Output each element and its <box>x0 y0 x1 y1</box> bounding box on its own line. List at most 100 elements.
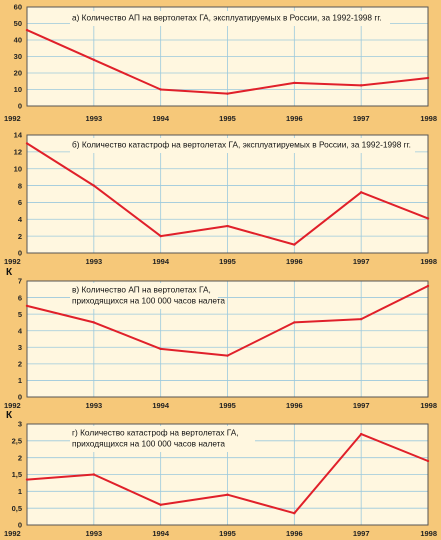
y-tick-label: 0 <box>18 521 22 530</box>
y-tick-label: 1 <box>18 376 22 385</box>
y-axis-label: К <box>6 267 13 278</box>
y-tick-label: 0 <box>18 393 22 402</box>
data-point <box>25 142 29 145</box>
data-point <box>293 512 296 515</box>
x-tick-label: 1992 <box>4 401 21 410</box>
title-background <box>70 11 390 26</box>
y-tick-label: 4 <box>18 215 23 224</box>
data-point <box>92 473 96 476</box>
data-point <box>359 317 363 321</box>
x-tick-label: 1992 <box>4 114 21 123</box>
x-tick-label: 1994 <box>152 401 170 410</box>
data-point <box>159 347 162 351</box>
data-point <box>25 478 29 481</box>
data-point <box>226 92 229 95</box>
y-tick-label: 2 <box>18 360 22 369</box>
data-point <box>25 28 29 32</box>
x-tick-label: 1998 <box>420 257 437 266</box>
data-point <box>226 224 229 228</box>
y-tick-label: 0,5 <box>12 504 22 513</box>
x-tick-label: 1998 <box>420 529 437 538</box>
y-tick-label: 3 <box>18 420 22 429</box>
data-point <box>426 76 430 80</box>
x-tick-label: 1994 <box>152 114 170 123</box>
data-point <box>159 88 162 91</box>
chart-panel: 0 2 4 6 8 10 12 14 1992 1993 1994 1995 1996 1997 1998 б… <box>4 131 437 266</box>
chart-title: в) Количество АП на вертолетах ГА, приход… <box>72 285 225 306</box>
x-tick-label: 1995 <box>219 401 236 410</box>
x-tick-label: 1997 <box>353 257 370 266</box>
chart-panel: 0 1 2 3 4 5 6 7 1992 1993 1994 1995 1996 1997 1998 в) К… <box>4 267 437 410</box>
y-tick-label: 1,5 <box>12 470 22 479</box>
plot-border <box>26 6 429 107</box>
x-tick-label: 1998 <box>420 114 437 123</box>
data-point <box>226 493 229 496</box>
data-point <box>226 354 229 357</box>
y-tick-label: 50 <box>14 19 22 28</box>
x-tick-label: 1998 <box>420 401 437 410</box>
x-tick-label: 1996 <box>286 257 303 266</box>
chart-title: а) Количество АП на вертолетах ГА, экспл… <box>72 13 382 23</box>
y-tick-label: 5 <box>18 310 22 319</box>
x-tick-label: 1996 <box>286 114 303 123</box>
data-point <box>293 243 296 246</box>
x-tick-label: 1996 <box>286 401 303 410</box>
y-tick-label: 20 <box>14 69 22 78</box>
data-point <box>359 432 363 436</box>
y-tick-label: 3 <box>18 343 22 352</box>
y-tick-label: 10 <box>14 164 22 173</box>
x-tick-label: 1994 <box>152 257 170 266</box>
x-tick-label: 1996 <box>286 529 303 538</box>
title-background <box>70 426 255 452</box>
chart-panel: 0 10 20 30 40 50 60 1992 1993 1994 1995 1996 1997 199… <box>4 3 437 123</box>
y-tick-label: 6 <box>18 293 22 302</box>
data-point <box>359 84 363 87</box>
x-tick-label: 1994 <box>152 529 170 538</box>
y-tick-label: 4 <box>18 326 23 335</box>
y-tick-label: 14 <box>14 131 23 140</box>
y-tick-label: 7 <box>18 277 22 286</box>
data-point <box>92 58 96 61</box>
x-tick-label: 1995 <box>219 114 236 123</box>
data-point <box>159 503 162 506</box>
y-tick-label: 0 <box>18 249 22 258</box>
chart-title: г) Количество катастроф на вертолетах ГА… <box>72 428 239 449</box>
data-point <box>426 217 430 220</box>
title-background <box>70 283 218 309</box>
chart-panel: 0 0,5 1 1,5 2 2,5 3 1992 1993 1994 1995 1996 1997 199… <box>4 410 437 538</box>
x-tick-label: 1995 <box>219 257 236 266</box>
data-point <box>92 184 96 187</box>
data-point <box>25 304 29 308</box>
x-tick-label: 1993 <box>85 529 102 538</box>
plot-border <box>26 423 429 526</box>
x-tick-label: 1997 <box>353 529 370 538</box>
x-tick-label: 1997 <box>353 114 370 123</box>
x-tick-label: 1993 <box>85 257 102 266</box>
y-axis-label: К <box>6 410 13 421</box>
y-tick-label: 12 <box>14 148 22 157</box>
x-tick-label: 1993 <box>85 114 102 123</box>
data-point <box>92 321 96 324</box>
y-tick-label: 6 <box>18 198 22 207</box>
y-tick-label: 2,5 <box>12 437 22 446</box>
data-point <box>159 234 162 238</box>
title-background <box>70 138 415 153</box>
x-tick-label: 1993 <box>85 401 102 410</box>
y-tick-label: 8 <box>18 181 22 190</box>
y-tick-label: 60 <box>14 3 22 12</box>
x-tick-label: 1992 <box>4 529 21 538</box>
data-point <box>293 81 296 85</box>
data-point <box>426 284 430 288</box>
x-tick-label: 1997 <box>353 401 370 410</box>
plot-border <box>26 134 429 254</box>
y-tick-label: 1 <box>18 487 22 496</box>
data-point <box>426 459 430 463</box>
data-point <box>293 321 296 324</box>
y-tick-label: 40 <box>14 36 22 45</box>
data-point <box>359 191 363 194</box>
y-tick-label: 2 <box>18 453 22 462</box>
y-tick-label: 0 <box>18 102 22 111</box>
y-tick-label: 10 <box>14 85 22 94</box>
x-tick-label: 1992 <box>4 257 21 266</box>
